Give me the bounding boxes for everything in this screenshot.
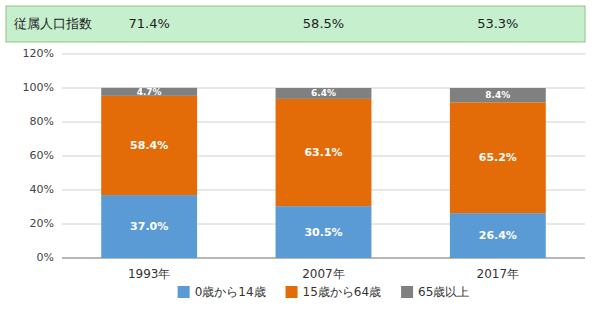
- bar-segment: [101, 195, 197, 258]
- header-box: [6, 6, 585, 42]
- y-tick-label: 60%: [30, 149, 54, 162]
- legend-label: 0歳から14歳: [195, 285, 266, 299]
- legend-swatch: [178, 286, 190, 298]
- y-tick-label: 120%: [23, 47, 54, 60]
- bar-segment: [101, 96, 197, 195]
- grid-line: [62, 54, 585, 55]
- legend-item: 0歳から14歳: [178, 285, 266, 299]
- header-value: 53.3%: [477, 16, 518, 31]
- bar-segment: [276, 99, 372, 206]
- legend-label: 65歳以上: [418, 285, 469, 299]
- data-label: 8.4%: [485, 90, 510, 100]
- y-tick-label: 80%: [30, 115, 54, 128]
- bar-segment: [450, 88, 546, 102]
- legend-item: 65歳以上: [401, 285, 469, 299]
- data-label: 4.7%: [137, 87, 162, 97]
- x-tick-label: 2007年: [302, 267, 345, 281]
- data-label: 63.1%: [304, 146, 342, 159]
- bar-segment: [450, 102, 546, 213]
- header-value: 58.5%: [303, 16, 344, 31]
- chart: 0% 20% 40% 60% 80% 100% 120% 37.0% 58.4% 4.7% 30.5…: [0, 0, 600, 320]
- data-label: 6.4%: [311, 88, 336, 98]
- bar-segment: [276, 88, 372, 99]
- data-label: 30.5%: [304, 226, 342, 239]
- legend-swatch: [401, 286, 413, 298]
- header: 従属人口指数 71.4% 58.5% 53.3%: [6, 6, 585, 42]
- y-tick-label: 40%: [30, 183, 54, 196]
- bar-segment: [450, 213, 546, 258]
- bar-segment: [276, 206, 372, 258]
- header-value: 71.4%: [129, 16, 170, 31]
- legend: 0歳から14歳 15歳から64歳 65歳以上: [178, 285, 470, 299]
- data-label: 65.2%: [479, 151, 517, 164]
- data-label: 37.0%: [130, 220, 168, 233]
- grid: [62, 54, 585, 258]
- y-tick-label: 20%: [30, 217, 54, 230]
- y-tick-label: 0%: [37, 251, 54, 264]
- data-label: 26.4%: [479, 229, 517, 242]
- legend-swatch: [286, 286, 298, 298]
- data-labels: 37.0% 58.4% 4.7% 30.5% 63.1% 6.4% 26.4% 65.2% 8.…: [130, 87, 517, 242]
- data-label: 58.4%: [130, 139, 168, 152]
- x-tick-label: 1993年: [128, 267, 171, 281]
- legend-label: 15歳から64歳: [303, 285, 382, 299]
- y-tick-label: 100%: [23, 81, 54, 94]
- legend-item: 15歳から64歳: [286, 285, 382, 299]
- bars: [101, 88, 546, 258]
- x-tick-label: 2017年: [477, 267, 520, 281]
- header-label: 従属人口指数: [14, 16, 92, 31]
